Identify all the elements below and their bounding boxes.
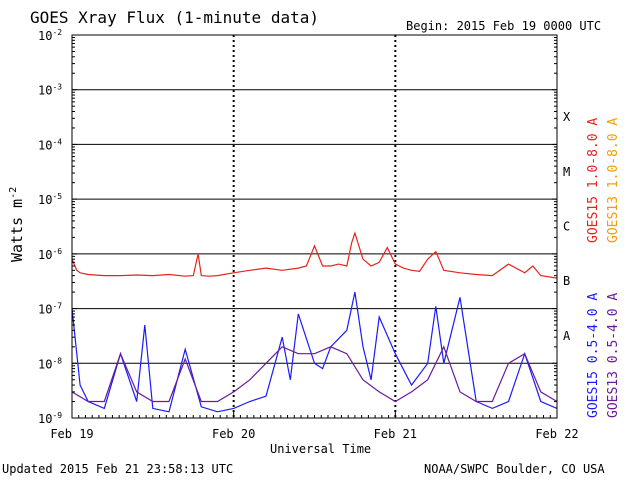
y-tick-label: 10-2	[38, 28, 62, 43]
updated-label: Updated 2015 Feb 21 23:58:13 UTC	[2, 462, 233, 476]
y-tick-label: 10-7	[38, 302, 62, 317]
legend-goes13-long: GOES13 1.0-8.0 A	[606, 118, 621, 243]
y-tick-exp: -4	[52, 137, 62, 146]
y-axis-label-exp: -2	[8, 187, 19, 199]
plot-frame	[71, 34, 558, 419]
y-tick-label: 10-5	[38, 192, 62, 207]
series-line-3	[71, 345, 558, 403]
y-tick-label: 10-8	[38, 356, 62, 371]
x-axis-label: Universal Time	[270, 442, 371, 456]
day-dividers	[232, 35, 397, 418]
y-axis-label: Watts m-2	[8, 187, 26, 262]
chart-title: GOES Xray Flux (1-minute data)	[30, 8, 319, 27]
x-axis: Feb 19 Feb 20 Feb 21 Feb 22	[50, 412, 579, 441]
x-tick-label: Feb 22	[535, 427, 578, 441]
begin-label: Begin: 2015 Feb 19 0000 UTC	[406, 19, 601, 33]
flare-class-M: M	[563, 165, 570, 179]
legend: GOES15 1.0-8.0 A GOES13 1.0-8.0 A GOES15…	[586, 118, 621, 418]
y-tick-label: 10-9	[38, 411, 62, 426]
flare-class-B: B	[563, 274, 570, 288]
x-tick-label: Feb 19	[50, 427, 93, 441]
legend-goes15-short: GOES15 0.5-4.0 A	[586, 293, 601, 418]
y-tick-base: 10	[38, 357, 52, 371]
y-tick-label: 10-6	[38, 247, 62, 262]
legend-goes13-short: GOES13 0.5-4.0 A	[606, 293, 621, 418]
y-tick-exp: -6	[52, 247, 62, 256]
y-tick-base: 10	[38, 29, 52, 43]
series-line-2	[71, 291, 558, 413]
y-tick-base: 10	[38, 412, 52, 426]
legend-goes15-long: GOES15 1.0-8.0 A	[586, 118, 601, 243]
x-tick-label: Feb 20	[212, 427, 255, 441]
credit-label: NOAA/SWPC Boulder, CO USA	[424, 462, 605, 476]
y-tick-label: 10-3	[38, 83, 62, 98]
y-tick-exp: -8	[52, 356, 62, 365]
y-tick-exp: -3	[52, 83, 62, 92]
flare-class-A: A	[563, 329, 571, 343]
y-tick-base: 10	[38, 248, 52, 262]
y-tick-exp: -2	[52, 28, 62, 37]
flare-class-C: C	[563, 220, 570, 234]
y-axis-label-text: Watts m	[8, 199, 26, 262]
flare-class-labels: X M C B A	[563, 110, 571, 343]
series-line-0	[71, 231, 558, 279]
y-axis: 10-910-810-710-610-510-410-310-2	[38, 28, 557, 426]
y-tick-base: 10	[38, 84, 52, 98]
y-tick-exp: -9	[52, 411, 62, 420]
flare-class-X: X	[563, 110, 571, 124]
y-tick-exp: -7	[52, 302, 62, 311]
y-tick-base: 10	[38, 138, 52, 152]
y-tick-exp: -5	[52, 192, 62, 201]
y-tick-base: 10	[38, 193, 52, 207]
y-tick-base: 10	[38, 303, 52, 317]
y-tick-label: 10-4	[38, 137, 62, 152]
grid	[72, 89, 557, 364]
data-series	[71, 231, 558, 413]
x-tick-label: Feb 21	[374, 427, 417, 441]
